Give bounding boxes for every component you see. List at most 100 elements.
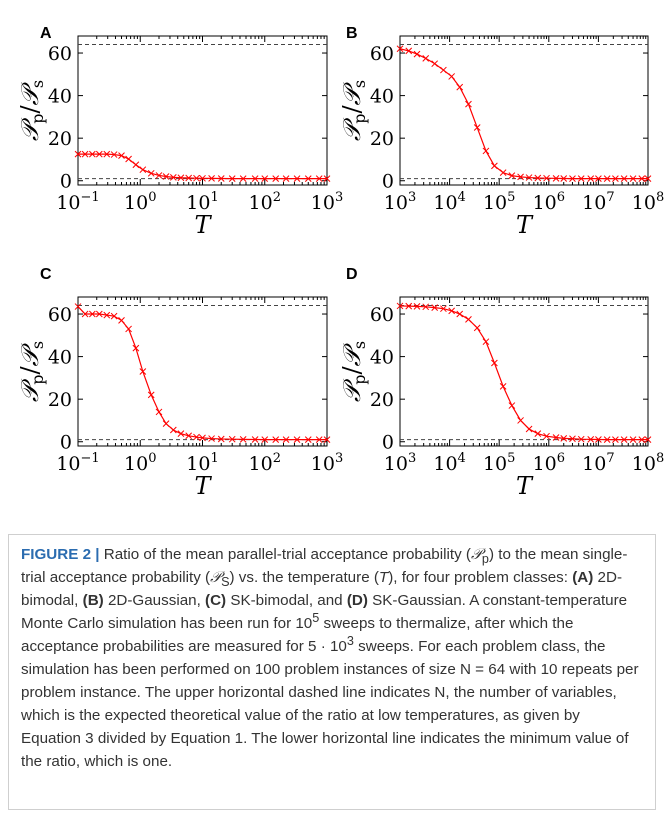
marker-stroke [508,172,516,179]
y-label-p-sub: p [28,114,47,124]
y-label-s-sub: s [350,341,369,349]
data-point-marker [208,435,215,442]
marker-stroke [208,435,215,442]
data-point-marker [132,344,140,352]
marker-stroke [185,432,193,440]
marker-stroke [560,434,568,442]
data-point-marker [239,436,247,443]
marker-stroke [139,166,147,174]
data-point-marker [74,150,82,158]
data-point-marker [323,436,331,443]
marker-stroke [125,325,132,333]
caption-text: FIGURE 2 | Ratio of the mean parallel-tr… [21,545,639,770]
marker-stroke [508,402,516,409]
data-point-marker [139,368,147,375]
marker-stroke [88,150,96,158]
x-tick-exponent: 7 [606,451,614,466]
data-point-marker [440,305,447,313]
data-point-marker [103,150,111,158]
marker-stroke [110,312,118,320]
data-point-marker [118,317,125,324]
x-tick-exponent: 8 [656,190,664,205]
marker-stroke [95,150,103,158]
marker-stroke [132,344,140,352]
x-tick-label: 108 [632,451,664,475]
x-tick-exponent: 5 [507,451,515,466]
panel-d: D 0 20 40 60 103 104 105 106 107 108 T 𝒫p/𝒫s [338,266,664,500]
marker-stroke [431,60,439,68]
data-point-marker [147,391,155,399]
data-point-marker [473,324,481,332]
data-point-marker [491,162,498,170]
data-point-marker [422,303,430,311]
x-tick-exponent: 6 [557,190,565,205]
data-point-marker [110,312,118,320]
data-point-marker [396,302,404,310]
data-point-marker [644,175,652,182]
x-tick-label: 105 [483,451,515,475]
data-point-marker [465,100,472,108]
y-tick-label: 60 [370,43,394,65]
marker-stroke [517,417,524,424]
data-point-marker [620,436,628,443]
y-label-slash: / [16,105,44,114]
plot-frame [77,296,328,447]
marker-stroke [587,436,595,443]
marker-stroke [405,302,413,310]
data-point-marker [261,175,269,182]
marker-stroke [103,150,111,158]
data-point-marker [193,174,200,182]
marker-stroke [396,45,404,53]
data-point-marker [603,436,611,443]
data-point-marker [534,174,542,182]
x-tick-label: 108 [632,190,664,214]
marker-stroke [315,436,323,443]
marker-stroke [162,173,170,180]
marker-stroke [431,304,439,311]
marker-stroke [282,175,290,182]
data-point-marker [199,434,206,442]
data-point-marker [440,66,447,74]
marker-stroke [491,162,498,170]
panel-letter: C [40,266,52,283]
marker-stroke [525,425,533,433]
marker-stroke [110,151,118,158]
x-tick-exponent: 4 [458,190,466,205]
marker-stroke [125,155,132,163]
marker-stroke [552,434,560,441]
data-point-marker [251,175,259,182]
y-axis-label: 𝒫p/𝒫s [338,341,369,402]
data-point-marker [587,436,595,443]
x-tick-exponent: 3 [335,190,343,205]
x-tick-label: 105 [483,190,515,214]
marker-stroke [569,435,576,443]
marker-stroke [304,436,312,443]
marker-stroke [193,433,200,441]
y-axis-label: 𝒫p/𝒫s [16,80,47,141]
data-point-marker [139,166,147,174]
marker-stroke [448,73,456,80]
marker-stroke [405,47,413,55]
marker-stroke [217,175,225,182]
data-point-marker [577,435,585,443]
marker-stroke [118,152,125,159]
panel-letter: D [346,266,358,283]
data-point-marker [456,83,464,91]
data-point-marker [293,175,301,182]
data-point-marker [569,435,576,443]
data-point-marker [162,173,170,180]
x-tick-exponent: 6 [557,451,565,466]
marker-stroke [103,311,111,319]
data-point-marker [155,172,163,179]
x-tick-exponent: 1 [210,451,218,466]
marker-stroke [81,150,89,158]
marker-stroke [473,324,481,332]
data-point-marker [315,175,323,182]
data-point-marker [534,430,542,438]
marker-stroke [473,124,481,131]
marker-stroke [534,430,542,438]
marker-stroke [440,305,447,313]
y-tick-label: 40 [370,347,394,369]
